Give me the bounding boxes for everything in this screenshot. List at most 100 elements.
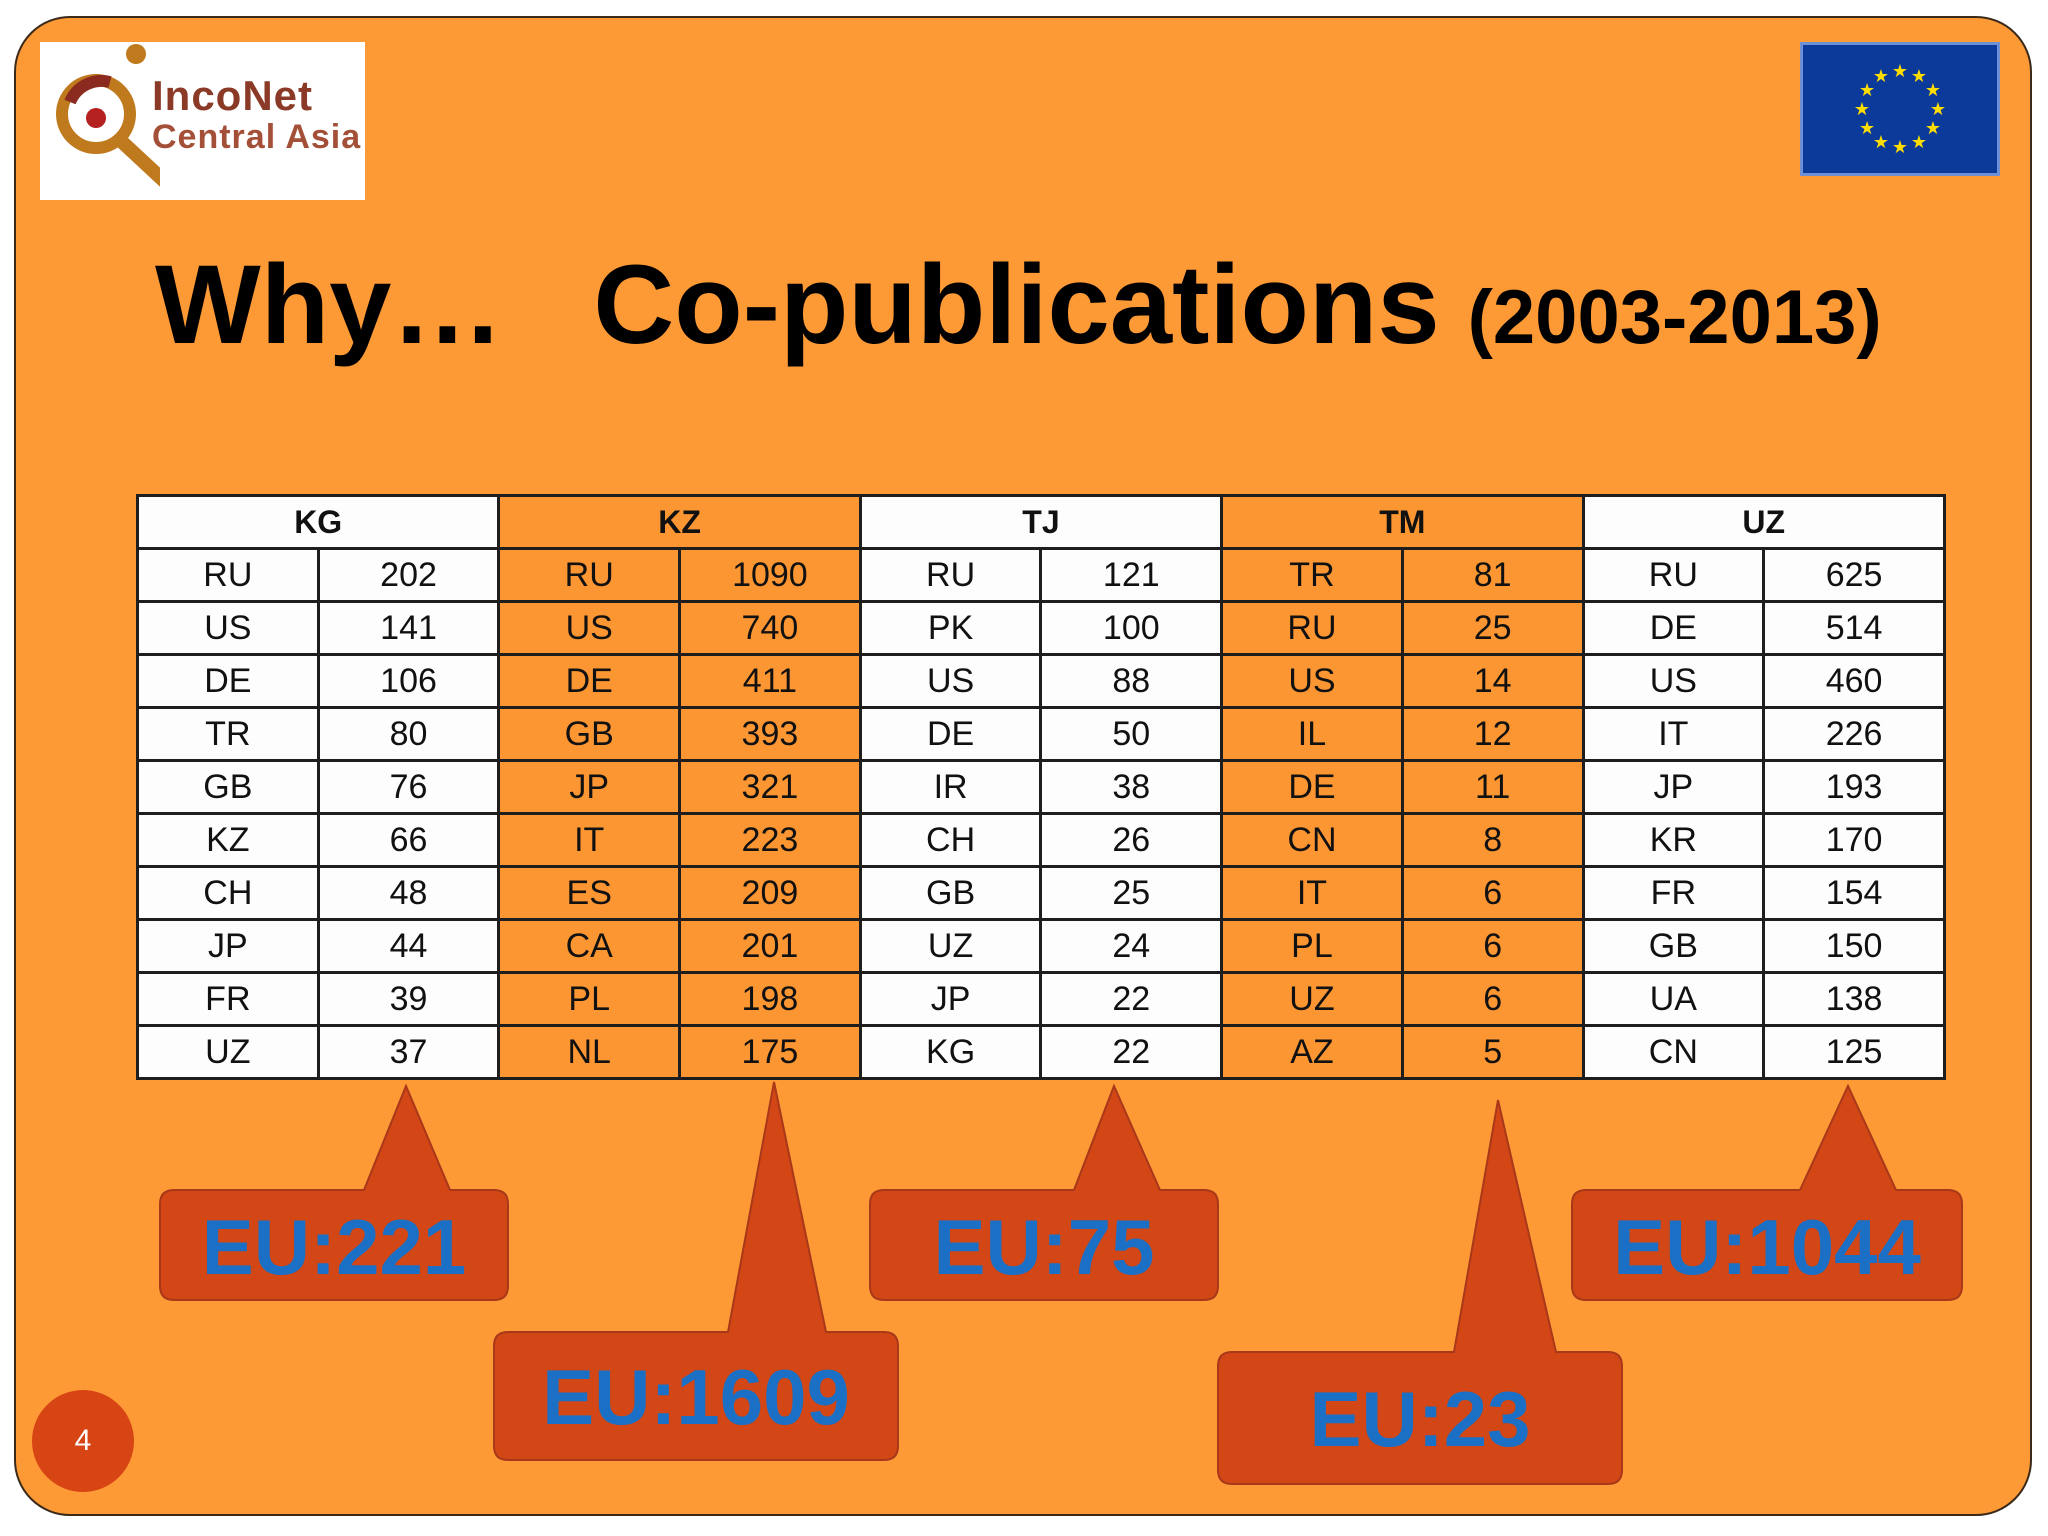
country-cell: IL [1220, 706, 1404, 762]
flag-star-icon: ★ [1911, 132, 1927, 152]
count-cell: 150 [1762, 918, 1946, 974]
logo-title: IncoNet [152, 72, 314, 119]
count-cell: 226 [1762, 706, 1946, 762]
count-cell: 81 [1400, 547, 1585, 603]
callout-tj [869, 1083, 1219, 1301]
count-cell: 514 [1762, 600, 1946, 656]
country-cell: CN [1220, 812, 1404, 868]
country-cell: UZ [858, 918, 1043, 974]
callout-tm-label: EU:23 [1309, 1375, 1531, 1463]
count-cell: 66 [316, 812, 501, 868]
count-cell: 8 [1400, 812, 1585, 868]
flag-star-icon: ★ [1859, 118, 1875, 138]
country-cell: GB [858, 865, 1043, 921]
table-row: GB 76 JP 321 IR 38 DE 11 JP 193 [136, 759, 1946, 815]
table-row: DE 106 DE 411 US 88 US 14 US 460 [136, 653, 1946, 709]
count-cell: 321 [678, 759, 862, 815]
callout-kz [493, 1081, 899, 1461]
country-cell: FR [1581, 865, 1766, 921]
count-cell: 76 [316, 759, 501, 815]
country-cell: GB [136, 759, 320, 815]
count-cell: 11 [1400, 759, 1585, 815]
flag-star-icon: ★ [1859, 80, 1875, 100]
country-cell: PL [1220, 918, 1404, 974]
count-cell: 411 [678, 653, 862, 709]
copublications-table: KG KZ TJ TM UZ RU 202 RU 1090 RU 121 TR 81 RU 625… [135, 494, 1946, 1080]
count-cell: 1090 [678, 547, 862, 603]
count-cell: 202 [316, 547, 501, 603]
count-cell: 38 [1039, 759, 1224, 815]
count-cell: 175 [678, 1024, 862, 1080]
flag-star-icon: ★ [1854, 99, 1870, 119]
country-cell: CH [136, 865, 320, 921]
count-cell: 37 [316, 1024, 501, 1080]
count-cell: 88 [1039, 653, 1224, 709]
country-cell: IT [497, 812, 682, 868]
country-cell: CN [1581, 1024, 1766, 1080]
flag-star-icon: ★ [1930, 99, 1946, 119]
country-cell: DE [497, 653, 682, 709]
count-cell: 39 [316, 971, 501, 1027]
country-cell: NL [497, 1024, 682, 1080]
country-cell: TR [136, 706, 320, 762]
country-cell: RU [136, 547, 320, 603]
count-cell: 24 [1039, 918, 1224, 974]
table-row: JP 44 CA 201 UZ 24 PL 6 GB 150 [136, 918, 1946, 974]
callout-tm [1217, 1099, 1623, 1485]
header-kg: KG [135, 494, 501, 550]
country-cell: JP [136, 918, 320, 974]
count-cell: 740 [678, 600, 862, 656]
country-cell: DE [1581, 600, 1766, 656]
country-cell: US [1581, 653, 1766, 709]
count-cell: 25 [1400, 600, 1585, 656]
table-row: KZ 66 IT 223 CH 26 CN 8 KR 170 [136, 812, 1946, 868]
count-cell: 100 [1039, 600, 1224, 656]
callout-kz-label: EU:1609 [542, 1353, 850, 1441]
count-cell: 12 [1400, 706, 1585, 762]
count-cell: 141 [316, 600, 501, 656]
count-cell: 44 [316, 918, 501, 974]
count-cell: 625 [1762, 547, 1946, 603]
country-cell: US [497, 600, 682, 656]
count-cell: 22 [1039, 1024, 1224, 1080]
count-cell: 80 [316, 706, 501, 762]
country-cell: UZ [136, 1024, 320, 1080]
country-cell: PK [858, 600, 1043, 656]
count-cell: 198 [678, 971, 862, 1027]
country-cell: CA [497, 918, 682, 974]
table-header-row: KG KZ TJ TM UZ [135, 494, 1946, 550]
callout-uz [1571, 1083, 1963, 1301]
count-cell: 5 [1400, 1024, 1585, 1080]
country-cell: JP [1581, 759, 1766, 815]
country-cell: GB [1581, 918, 1766, 974]
flag-star-icon: ★ [1873, 132, 1889, 152]
count-cell: 201 [678, 918, 862, 974]
title-why: Why… [155, 242, 504, 367]
callout-uz-label: EU:1044 [1613, 1203, 1921, 1291]
count-cell: 223 [678, 812, 862, 868]
country-cell: GB [497, 706, 682, 762]
count-cell: 209 [678, 865, 862, 921]
country-cell: US [1220, 653, 1404, 709]
callout-tj-label: EU:75 [933, 1203, 1155, 1291]
header-tm: TM [1220, 494, 1585, 550]
header-kz: KZ [497, 494, 862, 550]
country-cell: UZ [1220, 971, 1404, 1027]
table-row: RU 202 RU 1090 RU 121 TR 81 RU 625 [136, 547, 1946, 603]
flag-star-icon: ★ [1925, 118, 1941, 138]
count-cell: 460 [1762, 653, 1946, 709]
country-cell: KZ [136, 812, 320, 868]
flag-star-icon: ★ [1911, 66, 1927, 86]
header-uz: UZ [1581, 494, 1946, 550]
count-cell: 138 [1762, 971, 1946, 1027]
table-row: US 141 US 740 PK 100 RU 25 DE 514 [136, 600, 1946, 656]
country-cell: RU [858, 547, 1043, 603]
count-cell: 26 [1039, 812, 1224, 868]
count-cell: 154 [1762, 865, 1946, 921]
country-cell: AZ [1220, 1024, 1404, 1080]
country-cell: DE [1220, 759, 1404, 815]
country-cell: IT [1581, 706, 1766, 762]
title-copublications: Co-publications [593, 242, 1440, 367]
country-cell: IT [1220, 865, 1404, 921]
